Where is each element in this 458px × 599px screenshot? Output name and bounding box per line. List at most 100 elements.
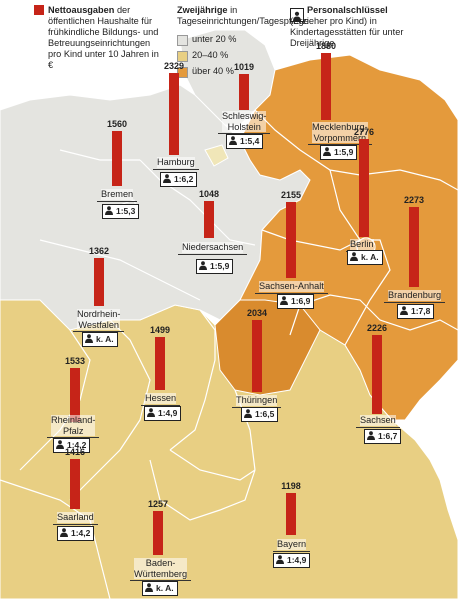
name-underline-brandenburg bbox=[384, 302, 445, 303]
spending-value-hamburg: 2329 bbox=[163, 61, 185, 71]
staff-ratio-value: 1:4,9 bbox=[158, 408, 178, 418]
staff-ratio-value: k. A. bbox=[361, 252, 379, 262]
staff-ratio-value: 1:4,2 bbox=[67, 440, 87, 450]
spending-value-berlin: 2776 bbox=[353, 127, 375, 137]
staff-ratio-value: 1:4,9 bbox=[287, 555, 307, 565]
spending-bar-sachsen bbox=[372, 335, 382, 414]
state-name-rheinland-pfalz: Rheinland- Pfalz bbox=[51, 415, 96, 436]
state-name-thueringen: Thüringen bbox=[236, 395, 278, 406]
staff-ratio-badge-hessen: 1:4,9 bbox=[144, 406, 182, 421]
staff-ratio-badge-berlin: k. A. bbox=[347, 250, 383, 265]
spending-bar-mecklenburg-vorpommern bbox=[321, 53, 331, 120]
spending-value-hessen: 1499 bbox=[149, 325, 171, 335]
spending-value-bayern: 1198 bbox=[281, 481, 301, 491]
name-underline-schleswig-holstein bbox=[218, 133, 270, 134]
staff-ratio-badge-rheinland-pfalz: 1:4,2 bbox=[53, 438, 91, 453]
state-name-line: Bayern bbox=[277, 539, 307, 549]
spending-value-mecklenburg-vorpommern: 1880 bbox=[315, 41, 337, 51]
state-name-nordrhein-westfalen: Nordrhein- Westfalen bbox=[77, 309, 121, 330]
staff-ratio-value: k. A. bbox=[96, 334, 114, 344]
staff-ratio-value: 1:4,2 bbox=[71, 528, 91, 538]
state-name-brandenburg: Brandenburg bbox=[388, 290, 442, 301]
person-icon bbox=[85, 334, 93, 343]
spending-bar-hessen bbox=[155, 337, 165, 390]
staff-ratio-value: 1:6,7 bbox=[378, 431, 398, 441]
state-name-line: Mecklenburg- bbox=[312, 122, 368, 132]
state-name-line: Holstein bbox=[227, 121, 261, 132]
staff-ratio-badge-schleswig-holstein: 1:5,4 bbox=[226, 134, 264, 149]
legend-care-text: in Tageseinrichtungen/Tagespflege bbox=[177, 5, 309, 26]
spending-value-brandenburg: 2273 bbox=[403, 195, 425, 205]
state-name-line: Schleswig- bbox=[222, 111, 267, 121]
legend-net-spending: Nettoausgaben der öffentlichen Haushalte… bbox=[34, 5, 164, 71]
staff-ratio-badge-hamburg: 1:6,2 bbox=[160, 172, 198, 187]
spending-bar-schleswig-holstein bbox=[239, 74, 249, 110]
region-hamburg-dot bbox=[204, 144, 229, 167]
spending-value-bremen: 1560 bbox=[106, 119, 128, 129]
state-name-line: Bremen bbox=[101, 189, 134, 199]
staff-ratio-value: 1:5,4 bbox=[240, 136, 260, 146]
spending-bar-thueringen bbox=[252, 320, 262, 392]
staff-ratio-badge-saarland: 1:4,2 bbox=[57, 526, 95, 541]
name-underline-mecklenburg-vorpommern bbox=[308, 144, 372, 145]
person-icon bbox=[56, 440, 64, 449]
person-icon bbox=[400, 306, 408, 315]
person-icon bbox=[244, 409, 252, 418]
staff-ratio-badge-bayern: 1:4,9 bbox=[273, 553, 311, 568]
staff-ratio-badge-niedersachsen: 1:5,9 bbox=[196, 259, 234, 274]
name-underline-nordrhein-westfalen bbox=[73, 331, 124, 332]
legend-label-under-20: unter 20 % bbox=[192, 34, 237, 44]
spending-bar-berlin bbox=[359, 139, 369, 237]
spending-value-baden-wuerttemberg: 1257 bbox=[147, 499, 169, 509]
state-name-line: Hessen bbox=[145, 393, 177, 403]
legend-ratio-text: (Erzieher pro Kind) in Kindertagesstätte… bbox=[290, 16, 404, 48]
name-underline-niedersachsen bbox=[178, 254, 247, 255]
state-name-line: Berlin bbox=[350, 239, 374, 249]
state-name-line: Niedersachsen bbox=[182, 242, 244, 252]
person-icon bbox=[199, 261, 207, 270]
person-icon bbox=[145, 583, 153, 592]
person-icon bbox=[105, 206, 113, 215]
name-underline-baden-wuerttemberg bbox=[130, 580, 191, 581]
legend-care-title: Zweijährige bbox=[177, 5, 228, 15]
staff-ratio-value: 1:5,3 bbox=[116, 206, 136, 216]
legend-spending-text: der öffentlichen Haushalte für frühkindl… bbox=[48, 5, 159, 70]
name-underline-hessen bbox=[141, 405, 180, 406]
spending-bar-baden-wuerttemberg bbox=[153, 511, 163, 555]
state-name-line: Hamburg bbox=[157, 157, 195, 167]
person-icon bbox=[147, 408, 155, 417]
spending-value-saarland: 1416 bbox=[64, 447, 86, 457]
staff-ratio-badge-baden-wuerttemberg: k. A. bbox=[142, 581, 178, 596]
person-icon bbox=[276, 555, 284, 564]
state-name-line: Nordrhein- bbox=[77, 309, 121, 319]
state-name-line: Baden- bbox=[145, 558, 176, 568]
staff-ratio-value: 1:5,9 bbox=[210, 261, 230, 271]
legend-swatch-20-40 bbox=[177, 51, 188, 62]
staff-ratio-badge-bremen: 1:5,3 bbox=[102, 204, 140, 219]
state-name-bremen: Bremen bbox=[101, 189, 134, 200]
state-name-hamburg: Hamburg bbox=[157, 157, 195, 168]
spending-value-sachsen: 2226 bbox=[366, 323, 388, 333]
spending-value-schleswig-holstein: 1019 bbox=[233, 62, 255, 72]
spending-bar-sachsen-anhalt bbox=[286, 202, 296, 278]
name-underline-sachsen-anhalt bbox=[255, 293, 328, 294]
state-name-line: Sachsen-Anhalt bbox=[259, 281, 324, 291]
person-icon bbox=[323, 147, 331, 156]
state-name-line: Sachsen bbox=[360, 415, 396, 425]
state-name-line: Württemberg bbox=[134, 568, 188, 579]
state-name-berlin: Berlin bbox=[350, 239, 374, 250]
spending-bar-niedersachsen bbox=[204, 201, 214, 238]
person-icon bbox=[350, 252, 358, 261]
state-name-schleswig-holstein: Schleswig- Holstein bbox=[222, 111, 267, 132]
person-icon bbox=[60, 528, 68, 537]
state-name-bayern: Bayern bbox=[277, 539, 307, 550]
state-name-line: Thüringen bbox=[236, 395, 278, 405]
legend-ratio-title: Personalschlüssel bbox=[307, 5, 388, 15]
state-name-mecklenburg-vorpommern: Mecklenburg- Vorpommern bbox=[312, 122, 368, 143]
person-key-icon bbox=[290, 8, 304, 22]
staff-ratio-value: k. A. bbox=[156, 583, 174, 593]
name-underline-saarland bbox=[53, 524, 98, 525]
person-icon bbox=[367, 431, 375, 440]
state-name-line: Westfalen bbox=[78, 319, 120, 330]
